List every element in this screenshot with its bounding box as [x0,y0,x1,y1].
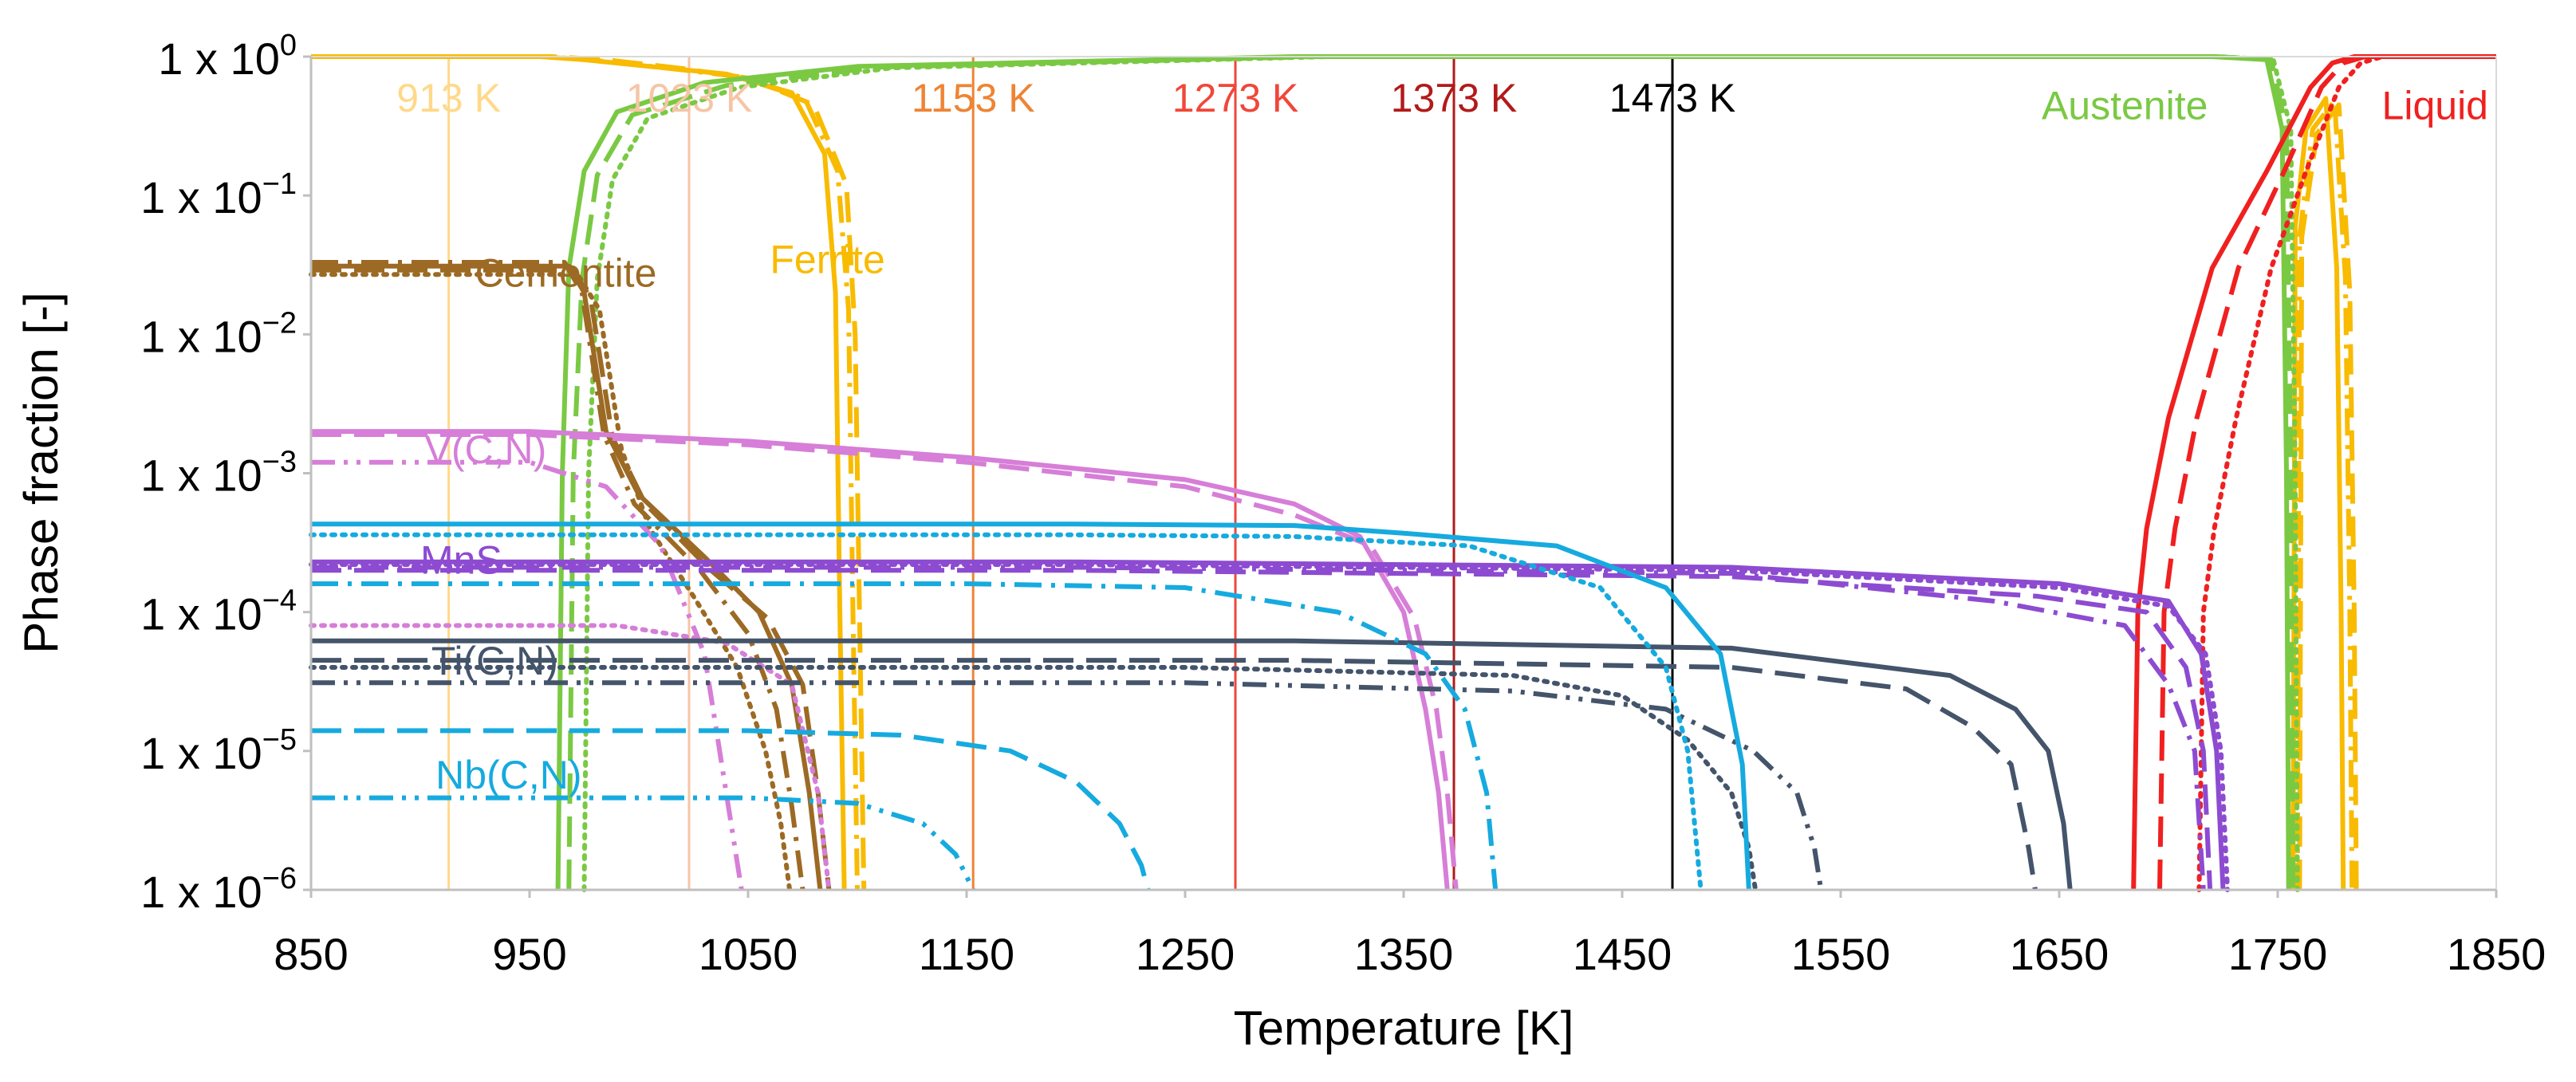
series-group [309,54,2496,892]
y-tick-label-0: 1 x 100 [158,29,297,84]
series-liquid-dot [2196,54,2496,892]
vline-label-1273: 1273 K [1172,76,1298,120]
y-tick-label-3: 1 x 10−3 [140,446,297,501]
x-tick-label-850: 850 [274,929,348,979]
y-tick-exponent: −4 [262,584,297,618]
phase-label-cementite: Cementite [475,250,657,295]
y-tick-exponent: 0 [280,29,297,62]
series-ferrite-high-t-solid [2290,96,2346,891]
series-nb-c-n-dashdot [311,581,1499,891]
phase-label-liquid: Liquid [2382,83,2488,128]
series-v-c-n-solid [311,429,1450,891]
series-nb-c-n-dash [311,728,1151,891]
y-tick-label-1: 1 x 10−1 [140,167,297,222]
y-tick-base: 1 x 10 [140,311,262,361]
x-tick-label-1250: 1250 [1136,929,1235,979]
series-ti-c-n-solid [311,638,2073,891]
series-nb-c-n-dashdotdot [311,795,975,891]
x-tick-label-1450: 1450 [1573,929,1672,979]
plot-area [311,57,2496,890]
series-cementite-dash [311,267,832,891]
y-tick-label-2: 1 x 10−2 [140,306,297,361]
series-ti-c-n-dot [309,665,1759,892]
series-v-c-n-dash [311,432,1459,891]
phase-labels: Austenite Liquid Ferrite Cementite V(C,N) MnS… [420,83,2488,797]
phase-label-v-c-n: V(C,N) [424,427,546,472]
series-mns-dash [311,568,2213,891]
vline-label-913: 913 K [396,76,501,120]
phase-label-mns: MnS [420,537,502,582]
x-tick-label-1550: 1550 [1791,929,1891,979]
y-tick-base: 1 x 10 [140,451,262,501]
y-tick-exponent: −2 [262,306,297,340]
x-tick-label-1050: 1050 [699,929,798,979]
series-ti-c-n-dash [311,658,2038,891]
series-liquid-solid [2131,54,2496,891]
reference-lines [447,57,1674,890]
series-mns-dot [309,562,2230,892]
y-tick-exponent: −6 [262,862,297,895]
series-ferrite-dashdot [311,54,860,891]
vline-label-1473: 1473 K [1609,76,1735,120]
y-tick-exponent: −1 [262,167,297,201]
x-tick-labels: 850 950 1050 1150 1250 1350 1450 1550 1650 1750 18… [274,890,2546,979]
x-tick-label-1150: 1150 [919,929,1014,979]
x-tick-label-950: 950 [492,929,566,979]
series-ti-c-n-dashdotdot [311,680,1824,891]
series-mns-dashdot [311,565,2206,891]
series-nb-c-n-solid [311,521,1751,891]
y-tick-label-6: 1 x 10−6 [140,862,297,917]
series-v-c-n-dot [309,623,832,892]
x-axis-title: Temperature [K] [1234,1001,1574,1055]
phase-label-nb-c-n: Nb(C,N) [435,753,581,797]
series-liquid-dash [2157,54,2496,891]
y-tick-base: 1 x 10 [140,589,262,639]
vline-label-1373: 1373 K [1391,76,1517,120]
y-tick-label-5: 1 x 10−5 [140,723,297,778]
y-tick-label-4: 1 x 10−4 [140,584,297,639]
y-tick-base: 1 x 10 [158,33,280,84]
reference-line-labels: 913 K 1023 K 1153 K 1273 K 1373 K 1473 K [396,76,1735,120]
x-tick-label-1350: 1350 [1354,929,1454,979]
series-mns-solid [311,559,2226,891]
y-tick-exponent: −3 [262,446,297,479]
y-tick-base: 1 x 10 [140,867,262,917]
y-tick-base: 1 x 10 [140,728,262,778]
y-tick-base: 1 x 10 [140,172,262,222]
x-tick-label-1750: 1750 [2228,929,2328,979]
vline-label-1153: 1153 K [912,76,1035,120]
x-tick-label-1650: 1650 [2010,929,2109,979]
phase-label-austenite: Austenite [2042,83,2208,128]
vline-label-1023: 1023 K [626,76,752,120]
y-axis-title: Phase fraction [-] [14,292,68,654]
y-tick-exponent: −5 [262,723,297,757]
phase-label-ferrite: Ferrite [770,238,884,282]
series-ferrite-high-t-dash [2297,102,2359,891]
x-tick-label-1850: 1850 [2447,929,2546,979]
series-nb-c-n-dot [309,532,1704,892]
phase-label-ti-c-n: Ti(C,N) [431,639,558,683]
series-ferrite-high-t-dashdot [2294,98,2355,891]
